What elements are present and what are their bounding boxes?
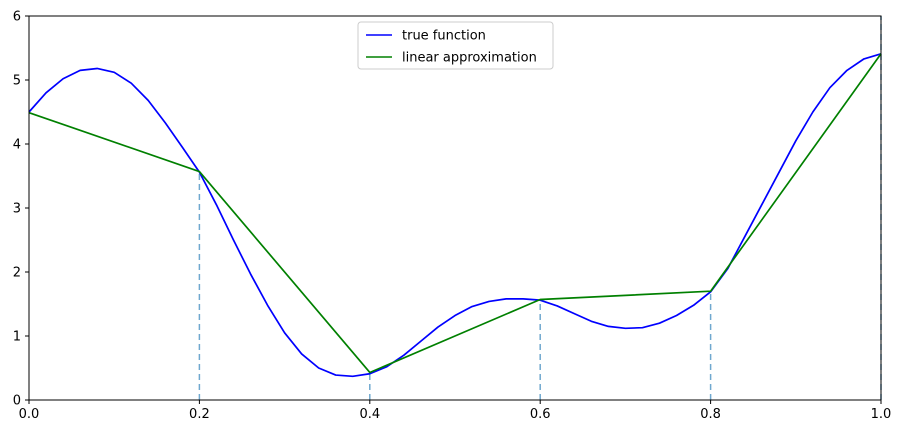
series-line-true-function (28, 52, 882, 378)
x-tick-label: 0.4 (359, 407, 380, 422)
y-axis: 0 1 2 3 4 5 6 (13, 10, 29, 409)
y-tick-label: 5 (13, 74, 21, 89)
legend: true function linear approximation (357, 21, 554, 70)
legend-box (357, 21, 554, 70)
x-tick-label: 0.6 (530, 407, 551, 422)
x-tick-label: 0.8 (700, 407, 721, 422)
x-tick-label: 0.2 (189, 407, 210, 422)
legend-label-true-function: true function (402, 29, 486, 44)
y-tick-label: 1 (13, 330, 21, 345)
series-lines (28, 52, 882, 378)
y-tick-label: 0 (13, 394, 21, 409)
x-tick-label: 0.0 (19, 407, 40, 422)
vertical-guide-lines (198, 16, 882, 400)
x-tick-label: 1.0 (871, 407, 892, 422)
series-line-linear-approximation (28, 53, 882, 374)
y-tick-label: 4 (13, 138, 21, 153)
y-tick-label: 6 (13, 10, 21, 25)
legend-label-linear-approximation: linear approximation (402, 51, 537, 66)
y-tick-label: 3 (13, 202, 21, 217)
x-axis: 0.0 0.2 0.4 0.6 0.8 1.0 (19, 400, 892, 422)
axes-frame (28, 15, 882, 401)
y-tick-label: 2 (13, 266, 21, 281)
